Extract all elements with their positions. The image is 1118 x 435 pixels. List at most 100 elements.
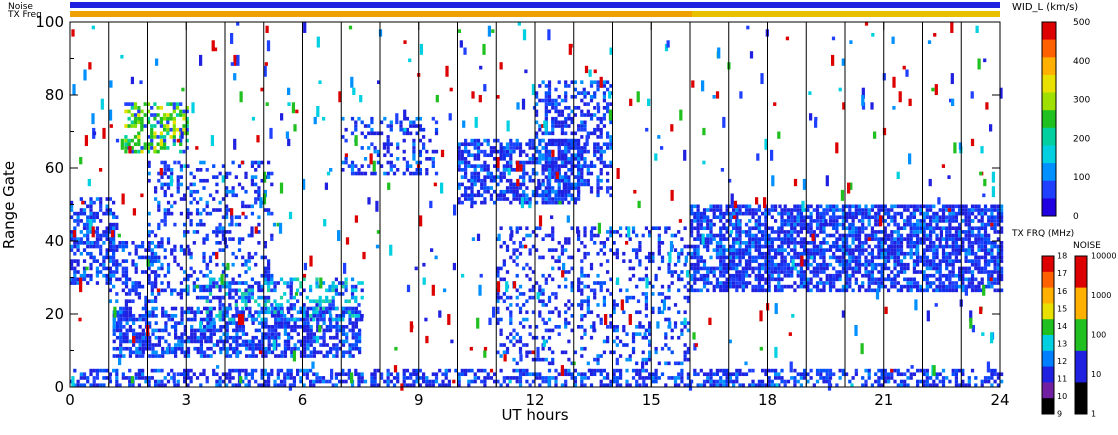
scatter-cell [864, 255, 868, 260]
scatter-cell [144, 343, 149, 347]
scatter-cell [208, 292, 213, 296]
scatter-cell [169, 127, 173, 132]
scatter-cell [73, 383, 77, 388]
scatter-cell [166, 175, 171, 179]
scatter-cell [806, 262, 810, 267]
scatter-cell [124, 244, 129, 249]
scatter-cell [754, 241, 758, 245]
scatter-cell [389, 127, 393, 132]
scatter-cell [157, 255, 161, 260]
scatter-cell [586, 113, 590, 117]
scatter-cell [363, 135, 368, 139]
scatter-cell [358, 332, 362, 336]
scatter-cell [780, 255, 784, 260]
scatter-cell [744, 248, 749, 252]
scatter-cell [219, 350, 223, 355]
scatter-cell [409, 372, 413, 377]
scatter-cell [167, 317, 171, 322]
scatter-cell [596, 124, 600, 128]
scatter-cell [702, 284, 707, 289]
scatter-cell [589, 131, 594, 136]
scatter-cell [638, 332, 642, 336]
scatter-cell [312, 306, 316, 311]
scatter-cell [857, 241, 862, 245]
scatter-cell [154, 251, 158, 256]
scatter-cell [644, 376, 649, 380]
scatter-cell [557, 171, 561, 176]
scatter-cell [331, 317, 335, 322]
scatter-cell [405, 164, 410, 168]
scatter-cell [351, 321, 355, 325]
scatter-cell [932, 383, 936, 388]
scatter-cell [648, 233, 652, 238]
scatter-cell [525, 372, 529, 377]
scatter-cell [86, 241, 90, 245]
scatter-cell [502, 379, 506, 384]
scatter-cell [580, 379, 584, 384]
scatter-cell [748, 368, 752, 373]
scatter-cell [254, 368, 258, 373]
scatter-cell [887, 372, 891, 377]
scatter-cell [841, 233, 846, 238]
scatter-cell [554, 368, 558, 373]
scatter-cell [179, 168, 184, 172]
scatter-cell [547, 131, 552, 136]
scatter-cell [221, 303, 226, 307]
scatter-cell [133, 113, 138, 117]
scatter-cell [567, 160, 571, 165]
scatter-cell [564, 383, 568, 388]
scatter-cell [990, 372, 994, 377]
scatter-cell [270, 332, 275, 336]
scatter-cell [544, 189, 548, 194]
scatter-cell [183, 328, 187, 333]
scatter-cell [409, 131, 413, 136]
scatter-cell [857, 255, 862, 260]
scatter-cell [880, 208, 884, 212]
scatter-cell [609, 138, 613, 143]
scatter-cell [286, 368, 290, 373]
scatter-cell [509, 332, 513, 336]
scatter-cell [560, 109, 565, 114]
scatter-cell [202, 178, 206, 183]
scatter-cell [686, 383, 691, 388]
scatter-cell [822, 251, 826, 256]
scatter-cell [425, 149, 429, 154]
scatter-cell [606, 146, 610, 150]
scatter-cell [305, 295, 309, 300]
scatter-cell [803, 219, 807, 223]
scatter-cell [418, 153, 423, 158]
scatter-cell [244, 204, 248, 209]
scatter-cell [112, 328, 116, 333]
scatter-cell [206, 325, 210, 329]
scatter-cell [499, 317, 503, 322]
scatter-cell [338, 325, 342, 329]
scatter-cell [625, 357, 629, 362]
scatter-cell [160, 368, 164, 373]
scatter-cell [809, 251, 813, 256]
scatter-cell [306, 332, 310, 336]
scatter-cell [570, 361, 574, 366]
scatter-cell [292, 376, 297, 380]
scatter-cell [263, 368, 267, 373]
scatter-cell [312, 339, 317, 344]
scatter-cell [980, 379, 984, 384]
scatter-cell [535, 189, 539, 194]
scatter-cell [577, 164, 581, 168]
scatter-cell [386, 138, 390, 143]
scatter-cell [270, 325, 275, 329]
scatter-cell [225, 383, 229, 388]
scatter-cell [215, 314, 219, 318]
scatter-cell [877, 237, 881, 241]
scatter-cell [777, 273, 781, 278]
scatter-cell [806, 222, 810, 227]
scatter-cell [631, 332, 636, 336]
scatter-cell [641, 292, 645, 296]
scatter-cell [179, 244, 184, 249]
scatter-cell [786, 284, 791, 289]
scatter-cell [73, 244, 77, 249]
scatter-cell [82, 273, 87, 278]
scatter-cell [796, 215, 800, 220]
scatter-cell [202, 222, 206, 227]
scatter-cell [215, 281, 219, 285]
scatter-cell [499, 383, 503, 388]
